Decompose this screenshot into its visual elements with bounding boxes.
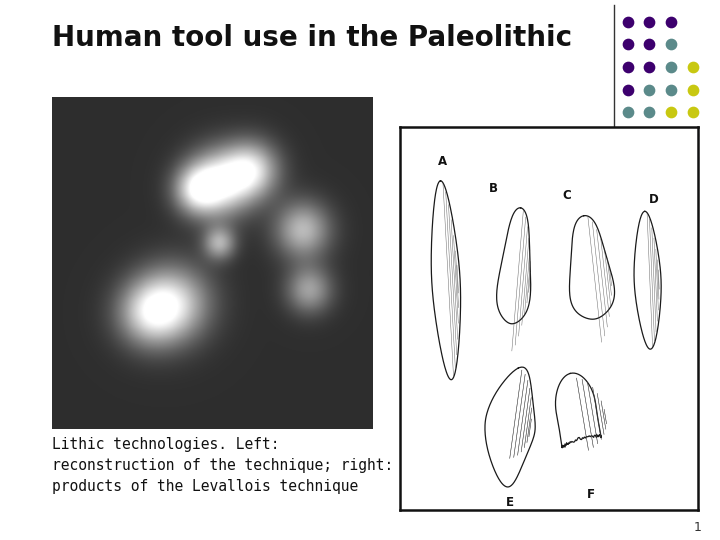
Point (644, 85, 655, 94)
Text: E: E (506, 496, 514, 509)
Point (687, 153, 698, 162)
Polygon shape (570, 215, 615, 319)
Polygon shape (634, 211, 661, 349)
Text: 1: 1 (694, 521, 702, 534)
Point (644, 17, 655, 26)
Point (644, 131, 655, 139)
Point (665, 17, 677, 26)
Point (644, 153, 655, 162)
Point (665, 63, 677, 71)
Text: A: A (438, 155, 448, 168)
Polygon shape (497, 208, 531, 324)
Point (687, 131, 698, 139)
Point (622, 63, 634, 71)
Polygon shape (485, 367, 535, 487)
Point (622, 17, 634, 26)
Point (644, 63, 655, 71)
Point (687, 63, 698, 71)
Text: B: B (489, 182, 498, 195)
Point (622, 153, 634, 162)
Point (622, 40, 634, 49)
Point (644, 40, 655, 49)
Text: C: C (562, 190, 571, 202)
Point (665, 40, 677, 49)
Point (687, 108, 698, 117)
Polygon shape (431, 181, 461, 380)
Point (644, 108, 655, 117)
Point (622, 131, 634, 139)
Text: D: D (649, 193, 659, 206)
Text: Lithic technologies. Left:
reconstruction of the technique; right:
products of t: Lithic technologies. Left: reconstructio… (52, 437, 393, 495)
Point (687, 85, 698, 94)
Point (665, 108, 677, 117)
Point (622, 85, 634, 94)
Text: Human tool use in the Paleolithic: Human tool use in the Paleolithic (52, 24, 572, 52)
Point (665, 153, 677, 162)
Polygon shape (556, 373, 601, 448)
Point (622, 108, 634, 117)
Point (665, 85, 677, 94)
Text: F: F (587, 489, 595, 502)
Point (665, 131, 677, 139)
Point (665, 176, 677, 185)
